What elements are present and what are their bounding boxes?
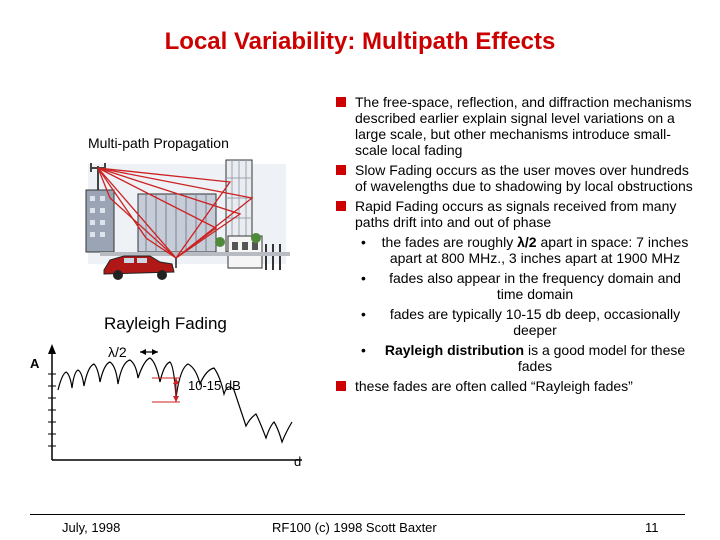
sub-bullet-text: fades are typically 10-15 db deep, occas… [389,306,681,338]
multipath-rays [97,167,254,259]
square-bullet-icon [336,201,346,211]
y-axis-arrow-icon [48,344,56,354]
footer-divider [30,514,685,515]
left-building-icon [85,189,115,253]
office-block-icon [137,193,217,253]
footer-date: July, 1998 [62,520,121,535]
slide-title: Local Variability: Multipath Effects [164,28,556,55]
tree-icon [251,233,261,243]
rayleigh-plot: λ/2 10-15 dB A d [30,344,302,469]
y-axis-label: A [30,356,40,371]
sub-bullet-bold: Rayleigh distribution [384,342,525,358]
sub-bullet-text: is a good model for these fades [517,342,686,374]
rayleigh-label: Rayleigh Fading [104,314,227,333]
sub-bullet-item: • the fades are roughly λ/2 apart in spa… [333,234,703,266]
square-bullet-icon [336,165,346,175]
fade-depth-label: 10-15 dB [188,378,241,393]
dot-bullet-icon: • [361,306,366,322]
bullet-text: these fades are often called “Rayleigh f… [355,378,633,394]
sub-bullet-text: fades also appear in the frequency domai… [389,270,681,302]
bullet-text: The free-space, reflection, and diffract… [355,94,692,158]
sub-bullet-text: apart in space: 7 inches apart at 800 MH… [389,234,689,266]
square-bullet-icon [336,97,346,107]
square-bullet-icon [336,381,346,391]
dot-bullet-icon: • [361,234,366,250]
bullet-item: Slow Fading occurs as the user moves ove… [333,162,703,194]
footer-page-number: 11 [645,520,659,535]
car-icon [103,255,175,280]
bullet-text: Slow Fading occurs as the user moves ove… [355,162,693,194]
sub-bullet-text: the fades are roughly [381,234,518,250]
bullet-item: Rapid Fading occurs as signals received … [333,198,703,230]
multipath-label: Multi-path Propagation [88,135,229,151]
x-axis-label: d [294,454,301,469]
sub-bullet-item: • Rayleigh distribution is a good model … [333,342,703,374]
sub-bullet-item: • fades also appear in the frequency dom… [333,270,703,302]
footer-credit: RF100 (c) 1998 Scott Baxter [272,520,437,535]
dot-bullet-icon: • [361,342,366,358]
fading-curve [57,357,293,444]
half-wavelength-label: λ/2 [108,344,127,360]
sub-bullet-item: • fades are typically 10-15 db deep, occ… [333,306,703,338]
tree-icon [215,237,225,247]
dot-bullet-icon: • [361,270,366,286]
bullet-text: Rapid Fading occurs as signals received … [355,198,677,230]
multipath-illustration [85,159,290,280]
bullet-item: The free-space, reflection, and diffract… [333,94,703,158]
sub-bullet-bold: λ/2 [517,234,537,250]
bullet-item: these fades are often called “Rayleigh f… [333,378,703,394]
bullet-list: The free-space, reflection, and diffract… [333,94,703,398]
